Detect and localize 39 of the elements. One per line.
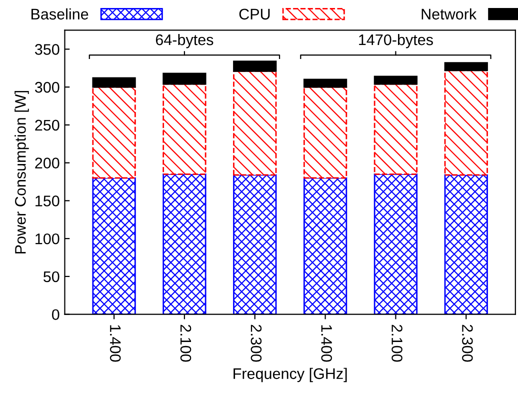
legend-label: Baseline — [32, 8, 88, 20]
x-tick-label: 1.400 — [321, 325, 332, 362]
bar — [92, 177, 136, 314]
x-tick-label: 2.300 — [250, 324, 262, 362]
x-axis-title: Frequency [GHz] — [234, 368, 347, 382]
x-tick-label: 1.400 — [110, 325, 121, 362]
bar — [303, 86, 348, 179]
bar — [374, 83, 418, 175]
x-tick-label: 2.100 — [392, 324, 402, 362]
y-tick-label: 0 — [52, 309, 60, 320]
y-tick-label: 150 — [36, 196, 60, 206]
legend-label: CPU — [239, 8, 270, 20]
annotation: 1470-bytes — [359, 34, 433, 48]
x-tick-label: 2.300 — [462, 324, 473, 362]
bar — [444, 174, 488, 314]
bar — [233, 70, 277, 176]
y-tick-label: 300 — [34, 82, 60, 93]
bar — [92, 77, 136, 88]
bar — [162, 83, 206, 175]
bar — [303, 78, 348, 88]
bar — [303, 177, 348, 314]
bar — [444, 62, 488, 72]
bar — [374, 173, 418, 314]
annotation: 64-bytes — [156, 34, 214, 48]
legend-label: Network — [422, 8, 477, 20]
bar — [162, 173, 206, 314]
bar — [374, 76, 418, 85]
bar — [162, 72, 206, 85]
bar — [92, 86, 136, 179]
x-tick-label: 2.100 — [180, 324, 192, 362]
bar — [233, 60, 277, 72]
y-tick-label: 250 — [35, 120, 60, 131]
y-tick-label: 350 — [34, 44, 60, 55]
y-tick-label: 50 — [44, 271, 60, 282]
y-tick-label: 100 — [36, 233, 60, 244]
bar — [444, 70, 488, 176]
bar — [233, 174, 277, 314]
y-tick-label: 200 — [35, 158, 60, 168]
y-axis-title: Power Consumption [W] — [14, 91, 29, 254]
